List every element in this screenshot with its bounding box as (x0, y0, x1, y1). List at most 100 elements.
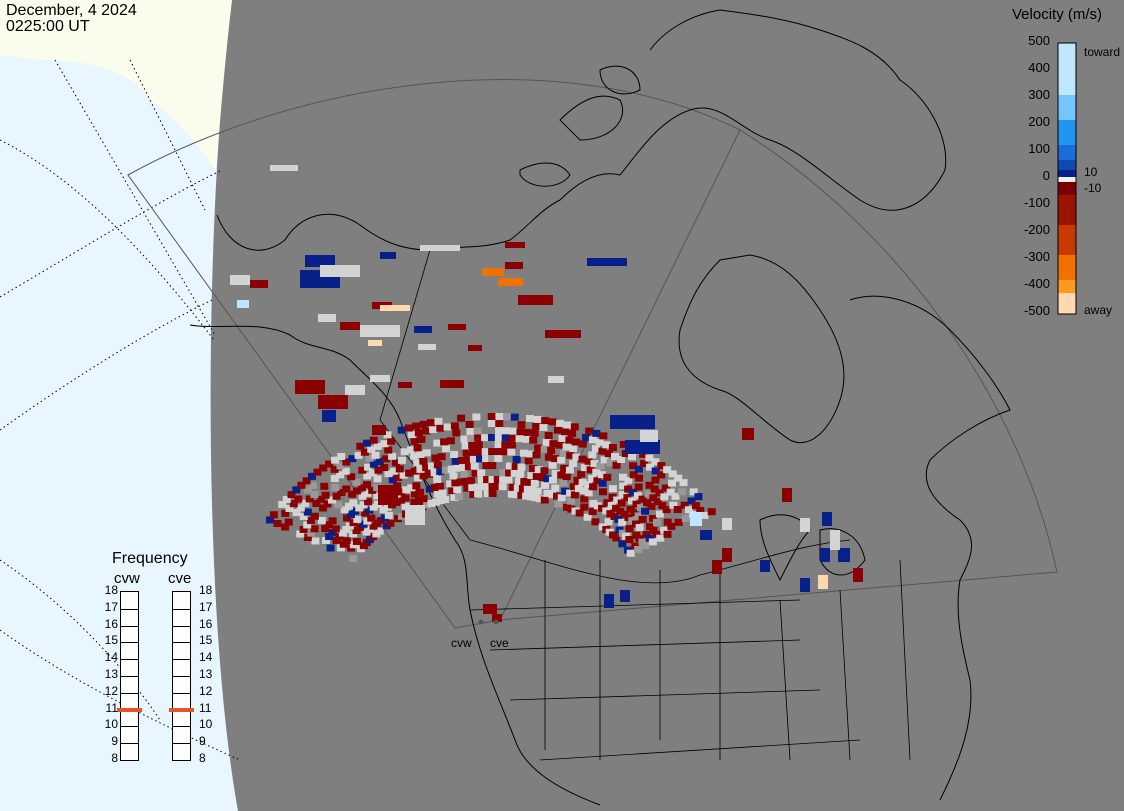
velocity-cell (352, 478, 361, 486)
velocity-cell (553, 492, 562, 500)
velocity-cell (405, 469, 414, 477)
site-label-cve: cve (490, 636, 509, 650)
velocity-cell (618, 491, 627, 499)
velocity-cell (463, 456, 472, 464)
velocity-cell (421, 427, 430, 435)
velocity-cell (292, 509, 301, 517)
velocity-cell (436, 497, 445, 505)
velocity-cell (690, 512, 702, 526)
velocity-cell (455, 493, 464, 501)
velocity-cell (649, 515, 658, 523)
velocity-cell (655, 489, 664, 497)
fov-outlines (127, 79, 1058, 629)
velocity-cell (526, 493, 535, 501)
velocity-cell (624, 476, 633, 484)
velocity-cell (410, 452, 419, 460)
velocity-cell (475, 455, 484, 463)
velocity-cell (522, 492, 531, 500)
colorbar-tick-label: 0 (1042, 168, 1050, 183)
velocity-cell (436, 467, 445, 475)
velocity-cell (381, 455, 390, 463)
velocity-cell (547, 446, 556, 454)
velocity-cell (435, 482, 444, 490)
frequency-gridline (121, 692, 138, 694)
frequency-scale-label: 18 (104, 583, 118, 597)
velocity-cell (430, 469, 439, 477)
velocity-cell (507, 441, 516, 449)
velocity-cell (556, 419, 565, 427)
frequency-scale-label: 10 (199, 717, 213, 732)
velocity-cell (620, 590, 630, 602)
velocity-cell (760, 560, 770, 572)
velocity-cell (591, 445, 600, 453)
velocity-cell (650, 485, 659, 493)
velocity-cell (853, 568, 863, 582)
velocity-cell (355, 504, 364, 512)
velocity-cell (358, 466, 367, 474)
velocity-cell (571, 507, 580, 515)
velocity-cell (822, 512, 832, 526)
velocity-cell (578, 455, 587, 463)
velocity-cell (593, 502, 602, 510)
velocity-cell (303, 534, 312, 541)
velocity-cell (838, 548, 850, 562)
velocity-cell (303, 521, 312, 529)
inner-tick-neg: -10 (1084, 181, 1102, 195)
velocity-cell (318, 314, 336, 322)
frequency-radar-cvw: cvw (114, 570, 140, 587)
velocity-cell (380, 252, 396, 259)
velocity-cell (649, 494, 658, 502)
velocity-cell (296, 530, 305, 538)
velocity-cell (512, 455, 521, 463)
velocity-cell (407, 431, 416, 439)
frequency-scale-label: 11 (199, 700, 212, 715)
velocity-cell (398, 382, 412, 388)
velocity-cell (534, 466, 543, 474)
velocity-cell (645, 481, 654, 489)
velocity-cell (569, 445, 578, 453)
velocity-cell (471, 469, 480, 477)
velocity-cell (613, 496, 622, 504)
velocity-cell (383, 503, 392, 511)
frequency-gridline (173, 642, 190, 644)
velocity-cell (618, 518, 627, 526)
velocity-cell (457, 457, 466, 465)
velocity-cell (451, 457, 460, 465)
velocity-cell (602, 507, 611, 515)
velocity-cell (319, 464, 328, 472)
frequency-scale-label: 17 (199, 599, 213, 614)
velocity-cell (820, 548, 830, 562)
velocity-cell (319, 504, 328, 512)
velocity-cell (518, 295, 553, 305)
velocity-cell (285, 504, 294, 512)
coastlines (189, 9, 1011, 806)
velocity-cell (364, 498, 373, 506)
velocity-cell (344, 502, 353, 510)
colorbar-band (1058, 43, 1076, 95)
colorbar-tick-label: -400 (1023, 276, 1050, 291)
velocity-cell (568, 430, 577, 438)
velocity-cell (422, 464, 431, 472)
velocity-cell (321, 491, 330, 499)
velocity-cell (312, 499, 321, 507)
velocity-cell (482, 462, 491, 470)
velocity-cell (337, 489, 346, 497)
velocity-cell (515, 435, 524, 443)
velocity-cell (380, 464, 389, 472)
velocity-cell (284, 518, 293, 526)
velocity-cell (416, 450, 425, 458)
velocity-cell (488, 448, 497, 456)
velocity-cell (551, 455, 560, 463)
velocity-cell (423, 501, 432, 509)
velocity-cell (281, 523, 290, 531)
velocity-cell (433, 475, 442, 483)
velocity-cell (543, 489, 552, 497)
velocity-cell (557, 456, 566, 464)
velocity-cell (663, 518, 672, 526)
velocity-cell (416, 465, 425, 473)
velocity-cell (634, 483, 643, 491)
velocity-cell (318, 395, 348, 409)
velocity-cell (488, 490, 497, 498)
velocity-cell (655, 510, 664, 518)
velocity-cell (411, 490, 420, 498)
